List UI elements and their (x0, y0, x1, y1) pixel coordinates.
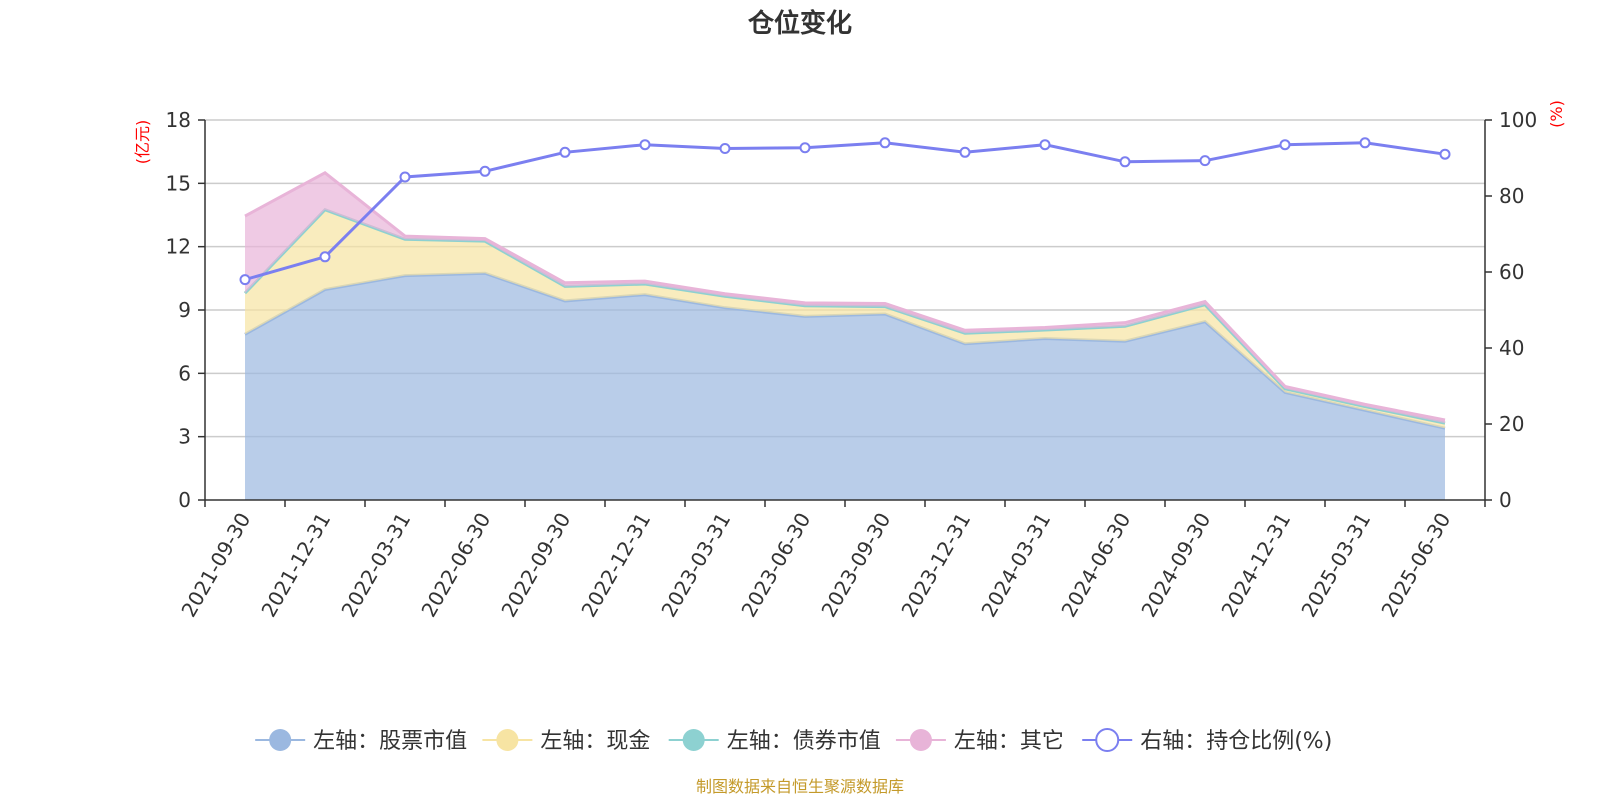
right-tick-label: 80 (1499, 184, 1524, 208)
legend[interactable]: 左轴：股票市值 左轴：现金 左轴：债券市值 左轴：其它 右轴：持仓比例(%) (255, 728, 1332, 754)
legend-marker (1095, 728, 1120, 752)
x-tick-label: 2023-03-31 (656, 509, 735, 622)
area-series-1 (245, 209, 1445, 429)
legend-label: 左轴：其它 (954, 729, 1064, 754)
legend-item[interactable]: 右轴：持仓比例(%) (1082, 728, 1332, 754)
left-tick-label: 15 (166, 171, 191, 195)
legend-marker (682, 729, 705, 751)
line-point (559, 146, 571, 158)
line-point (1279, 139, 1291, 151)
right-tick-label: 40 (1499, 336, 1524, 360)
line-series (239, 137, 1451, 286)
x-tick-label: 2023-06-30 (736, 509, 815, 622)
legend-item[interactable]: 左轴：其它 (895, 729, 1064, 754)
legend-label: 左轴：现金 (540, 729, 650, 754)
area-series-0 (245, 273, 1445, 500)
left-tick-label: 12 (166, 235, 191, 259)
area-series (243, 170, 1446, 500)
line-point (1199, 155, 1211, 167)
x-tick-label: 2022-06-30 (416, 509, 495, 622)
x-tick-label: 2024-09-30 (1136, 509, 1215, 622)
line-point (799, 142, 811, 154)
x-tick-label: 2025-03-31 (1296, 509, 1375, 622)
legend-label: 左轴：股票市值 (313, 729, 467, 754)
right-tick-label: 100 (1499, 108, 1537, 132)
legend-item[interactable]: 左轴：债券市值 (668, 729, 881, 754)
x-tick-label: 2024-12-31 (1216, 509, 1295, 622)
line-series-4 (244, 141, 1446, 282)
line-point (1439, 148, 1451, 160)
line-point (959, 146, 971, 158)
line-point (1039, 139, 1051, 151)
line-point (239, 274, 251, 286)
line-point (879, 137, 891, 149)
source-note: 制图数据来自恒生聚源数据库 (696, 777, 904, 796)
legend-item[interactable]: 左轴：现金 (482, 729, 650, 754)
legend-marker (909, 729, 932, 751)
x-tick-label: 2023-09-30 (816, 509, 895, 622)
line-point (319, 251, 331, 263)
area-line-series-3 (244, 170, 1446, 422)
left-axis-unit: (亿元) (133, 120, 152, 165)
left-tick-label: 0 (178, 488, 191, 512)
line-point (1119, 156, 1131, 168)
legend-item[interactable]: 左轴：股票市值 (255, 729, 467, 754)
line-point (1359, 137, 1371, 149)
legend-marker (269, 729, 292, 751)
right-axis-unit: (%) (1547, 100, 1566, 128)
x-tick-label: 2022-03-31 (336, 509, 415, 622)
x-tick-label: 2021-09-30 (176, 509, 255, 622)
left-tick-label: 6 (178, 361, 191, 385)
x-tick-label: 2021-12-31 (256, 509, 335, 622)
x-tick-label: 2023-12-31 (896, 509, 975, 622)
x-tick-label: 2022-09-30 (496, 509, 575, 622)
legend-label: 左轴：债券市值 (727, 729, 881, 754)
legend-marker (496, 729, 519, 751)
right-tick-label: 0 (1499, 488, 1512, 512)
x-tick-label: 2025-06-30 (1376, 509, 1455, 622)
x-tick-label: 2024-03-31 (976, 509, 1055, 622)
left-tick-label: 9 (178, 298, 191, 322)
legend-label: 右轴：持仓比例(%) (1140, 729, 1332, 754)
line-point (639, 139, 651, 151)
line-point (479, 165, 491, 177)
right-tick-label: 20 (1499, 412, 1524, 436)
x-tick-label: 2024-06-30 (1056, 509, 1135, 622)
left-tick-label: 18 (166, 108, 191, 132)
line-point (719, 143, 731, 154)
x-tick-label: 2022-12-31 (576, 509, 655, 622)
right-tick-label: 60 (1499, 260, 1524, 284)
left-tick-label: 3 (178, 425, 191, 449)
line-point (399, 171, 411, 183)
chart-title: 仓位变化 (747, 8, 852, 39)
